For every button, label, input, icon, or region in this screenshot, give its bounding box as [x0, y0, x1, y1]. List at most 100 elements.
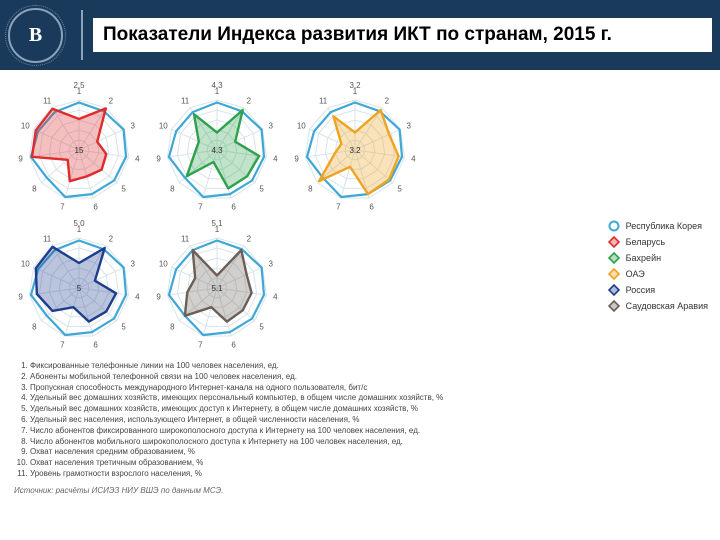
svg-text:2: 2: [109, 234, 114, 243]
radar-chart: 2.5123456789101115: [10, 78, 148, 216]
chart-caption: 5.0: [73, 219, 84, 228]
radar-chart: 4.312345678910114.3: [148, 78, 286, 216]
note-item: Пропускная способность международного Ин…: [30, 383, 706, 394]
radar-chart: 5.012345678910115: [10, 216, 148, 354]
legend-item: Россия: [607, 284, 708, 296]
svg-text:4.3: 4.3: [211, 146, 223, 155]
legend-item: ОАЭ: [607, 268, 708, 280]
svg-text:4: 4: [273, 154, 278, 163]
svg-text:9: 9: [156, 154, 161, 163]
svg-text:5: 5: [259, 185, 264, 194]
svg-text:3: 3: [130, 122, 135, 131]
svg-text:7: 7: [60, 203, 65, 212]
svg-text:10: 10: [297, 122, 306, 131]
svg-text:10: 10: [21, 260, 30, 269]
svg-text:5: 5: [77, 284, 82, 293]
legend-label: ОАЭ: [626, 269, 645, 279]
svg-text:2: 2: [247, 96, 252, 105]
header-bar: В Показатели Индекса развития ИКТ по стр…: [0, 0, 720, 70]
svg-text:8: 8: [32, 323, 37, 332]
svg-text:5: 5: [121, 323, 126, 332]
note-item: Фиксированные телефонные линии на 100 че…: [30, 361, 706, 372]
chart-caption: 4.3: [211, 81, 222, 90]
hse-logo: В: [8, 8, 63, 63]
svg-text:9: 9: [18, 154, 23, 163]
indicator-notes: Фиксированные телефонные линии на 100 че…: [0, 354, 720, 480]
svg-text:3: 3: [268, 260, 273, 269]
svg-text:8: 8: [32, 185, 37, 194]
svg-text:6: 6: [231, 203, 236, 212]
svg-text:11: 11: [181, 234, 190, 243]
note-item: Удельный вес населения, использующего Ин…: [30, 415, 706, 426]
svg-text:8: 8: [170, 323, 175, 332]
svg-text:4: 4: [135, 292, 140, 301]
source-text: Источник: расчёты ИСИЭЗ НИУ ВШЭ по данны…: [0, 484, 720, 497]
svg-text:2: 2: [109, 96, 114, 105]
svg-text:3: 3: [130, 260, 135, 269]
page-title: Показатели Индекса развития ИКТ по стран…: [93, 18, 712, 52]
svg-text:11: 11: [319, 96, 328, 105]
svg-text:6: 6: [231, 341, 236, 350]
logo-letter: В: [29, 24, 42, 47]
svg-text:6: 6: [93, 203, 98, 212]
radar-chart: 3.212345678910113.2: [286, 78, 424, 216]
svg-text:9: 9: [294, 154, 299, 163]
svg-text:7: 7: [336, 203, 341, 212]
svg-text:6: 6: [93, 341, 98, 350]
legend: Республика Корея Беларусь Бахрейн ОАЭ Россия…: [607, 220, 708, 316]
note-item: Абоненты мобильной телефонной связи на 1…: [30, 372, 706, 383]
radar-chart: 5.112345678910115.1: [148, 216, 286, 354]
legend-label: Бахрейн: [626, 253, 661, 263]
note-item: Число абонентов мобильного широкополосно…: [30, 437, 706, 448]
svg-text:3: 3: [268, 122, 273, 131]
svg-text:7: 7: [198, 203, 203, 212]
note-item: Число абонентов фиксированного широкопол…: [30, 426, 706, 437]
legend-label: Республика Корея: [626, 221, 702, 231]
chart-row-1: 2.51234567891011154.312345678910114.33.2…: [10, 78, 710, 216]
legend-item: Саудовская Аравия: [607, 300, 708, 312]
svg-text:7: 7: [198, 341, 203, 350]
svg-text:5: 5: [397, 185, 402, 194]
legend-item: Бахрейн: [607, 252, 708, 264]
svg-text:10: 10: [159, 122, 168, 131]
note-item: Удельный вес домашних хозяйств, имеющих …: [30, 404, 706, 415]
header-divider: [81, 10, 83, 60]
svg-text:3.2: 3.2: [349, 146, 361, 155]
svg-text:11: 11: [43, 96, 52, 105]
svg-text:5: 5: [121, 185, 126, 194]
note-item: Удельный вес домашних хозяйств, имеющих …: [30, 393, 706, 404]
svg-text:10: 10: [159, 260, 168, 269]
svg-text:2: 2: [247, 234, 252, 243]
chart-caption: 2.5: [73, 81, 84, 90]
legend-item: Республика Корея: [607, 220, 708, 232]
chart-row-2: 5.0123456789101155.112345678910115.1: [10, 216, 710, 354]
svg-text:11: 11: [181, 96, 190, 105]
svg-text:9: 9: [156, 292, 161, 301]
legend-item: Беларусь: [607, 236, 708, 248]
svg-text:4: 4: [273, 292, 278, 301]
svg-text:4: 4: [411, 154, 416, 163]
svg-text:6: 6: [369, 203, 374, 212]
notes-list: Фиксированные телефонные линии на 100 че…: [14, 361, 706, 480]
note-item: Уровень грамотности взрослого населения,…: [30, 469, 706, 480]
svg-text:8: 8: [308, 185, 313, 194]
note-item: Охват населения средним образованием, %: [30, 447, 706, 458]
charts-area: 2.51234567891011154.312345678910114.33.2…: [0, 70, 720, 354]
svg-text:15: 15: [75, 146, 84, 155]
legend-label: Саудовская Аравия: [626, 301, 708, 311]
svg-text:4: 4: [135, 154, 140, 163]
chart-caption: 3.2: [349, 81, 360, 90]
svg-text:9: 9: [18, 292, 23, 301]
chart-caption: 5.1: [211, 219, 222, 228]
svg-text:7: 7: [60, 341, 65, 350]
legend-label: Россия: [626, 285, 656, 295]
svg-text:2: 2: [385, 96, 390, 105]
svg-text:11: 11: [43, 234, 52, 243]
svg-text:3: 3: [406, 122, 411, 131]
legend-label: Беларусь: [626, 237, 665, 247]
svg-text:5.1: 5.1: [211, 284, 223, 293]
note-item: Охват населения третичным образованием, …: [30, 458, 706, 469]
svg-text:5: 5: [259, 323, 264, 332]
svg-text:8: 8: [170, 185, 175, 194]
svg-text:10: 10: [21, 122, 30, 131]
